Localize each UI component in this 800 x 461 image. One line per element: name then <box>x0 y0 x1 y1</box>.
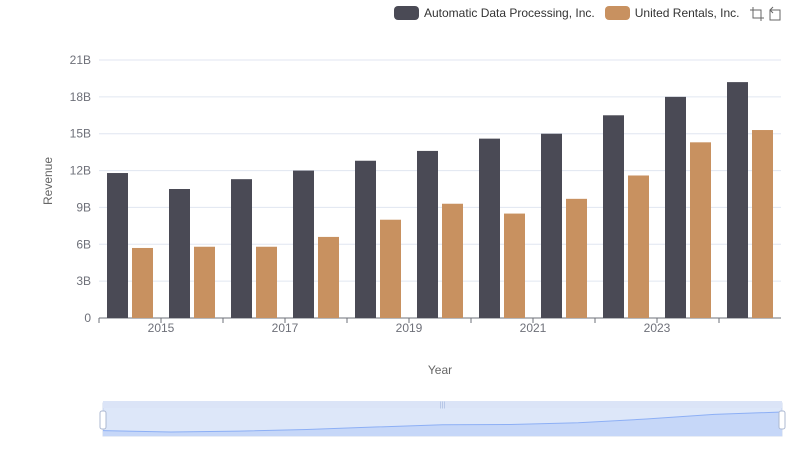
bar[interactable] <box>690 142 711 318</box>
legend-swatch-adp <box>394 6 419 20</box>
bar[interactable] <box>541 133 562 318</box>
bar[interactable] <box>665 96 686 318</box>
bars <box>107 82 773 319</box>
bar[interactable] <box>603 115 624 319</box>
bar[interactable] <box>417 150 438 318</box>
legend-item-adp[interactable]: Automatic Data Processing, Inc. <box>394 6 595 20</box>
bar[interactable] <box>169 189 190 318</box>
bar[interactable] <box>318 236 339 318</box>
x-tick-label: 2019 <box>396 321 423 335</box>
legend: Automatic Data Processing, Inc. United R… <box>394 4 749 22</box>
data-zoom-slider[interactable]: ||| <box>99 401 786 437</box>
y-tick-label: 0 <box>84 311 91 325</box>
x-axis: 2015 2017 2019 2021 2023 <box>98 318 720 335</box>
bar[interactable] <box>479 138 500 318</box>
bar[interactable] <box>727 82 748 318</box>
x-tick-label: 2021 <box>520 321 547 335</box>
y-tick-label: 9B <box>76 200 91 214</box>
bar[interactable] <box>355 160 376 318</box>
bar[interactable] <box>628 175 649 318</box>
x-axis-title: Year <box>427 363 453 377</box>
zoom-icon[interactable] <box>749 6 765 22</box>
bar[interactable] <box>231 179 252 318</box>
y-tick-label: 21B <box>70 53 91 67</box>
y-axis: 0 3B 6B 9B 12B 15B 18B 21B <box>70 53 92 325</box>
bar[interactable] <box>293 170 314 318</box>
data-zoom-preview-line <box>102 411 783 433</box>
restore-icon[interactable] <box>767 6 783 22</box>
legend-label-adp: Automatic Data Processing, Inc. <box>424 6 595 20</box>
bar[interactable] <box>380 219 401 318</box>
data-zoom-left-handle[interactable] <box>99 410 107 430</box>
data-zoom-right-handle[interactable] <box>778 410 786 430</box>
legend-swatch-uri <box>604 6 630 20</box>
data-zoom-grip-icon: ||| <box>440 402 446 409</box>
y-tick-label: 6B <box>76 237 91 251</box>
y-tick-label: 12B <box>70 164 91 178</box>
bar[interactable] <box>107 173 128 318</box>
bar[interactable] <box>194 246 215 318</box>
bar[interactable] <box>504 213 525 318</box>
x-tick-label: 2023 <box>644 321 671 335</box>
bar[interactable] <box>566 198 587 318</box>
legend-label-uri: United Rentals, Inc. <box>634 6 740 20</box>
data-zoom-preview-area <box>103 412 782 436</box>
bar[interactable] <box>752 130 773 318</box>
x-tick-label: 2017 <box>272 321 299 335</box>
toolbox <box>747 6 783 22</box>
bar[interactable] <box>256 246 277 318</box>
legend-item-uri[interactable]: United Rentals, Inc. <box>604 6 740 20</box>
data-zoom-move-handle[interactable] <box>103 401 782 408</box>
bar[interactable] <box>442 203 463 318</box>
bar[interactable] <box>132 247 153 318</box>
x-tick-label: 2015 <box>148 321 175 335</box>
y-tick-label: 15B <box>70 127 91 141</box>
y-tick-label: 3B <box>76 274 91 288</box>
y-tick-label: 18B <box>70 90 91 104</box>
data-zoom-selection[interactable] <box>103 403 782 436</box>
